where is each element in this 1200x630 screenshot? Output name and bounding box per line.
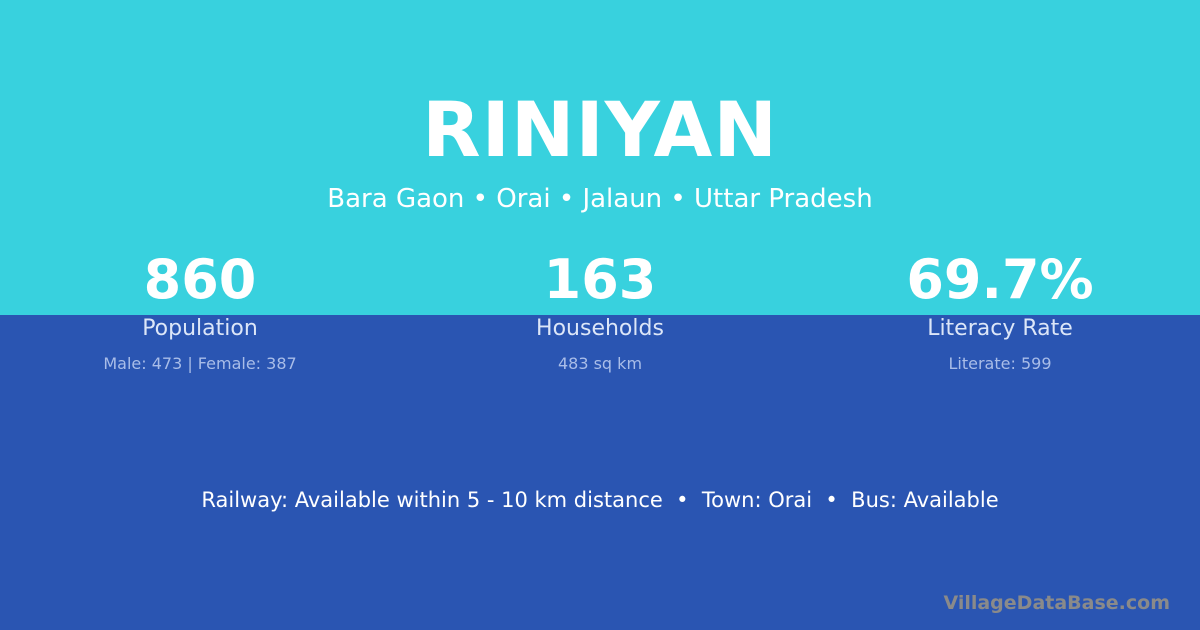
bottom-band	[0, 315, 1200, 630]
stat-label: Population	[142, 316, 258, 341]
stat-value: 860	[143, 248, 257, 311]
village-title: RINIYAN	[422, 85, 778, 174]
stat-value: 69.7%	[906, 248, 1094, 311]
stat-label: Literacy Rate	[927, 316, 1073, 341]
stat-detail: Literate: 599	[948, 354, 1052, 373]
stat-value: 163	[543, 248, 657, 311]
stat-detail: 483 sq km	[557, 354, 643, 373]
stat-label: Households	[536, 316, 664, 341]
top-band	[0, 0, 1200, 315]
location-breadcrumb: Bara Gaon • Orai • Jalaun • Uttar Prades…	[327, 184, 873, 214]
amenities-line: Railway: Available within 5 - 10 km dist…	[201, 488, 999, 512]
watermark: VillageDataBase.com	[943, 592, 1170, 614]
stat-detail: Male: 473 | Female: 387	[103, 354, 297, 373]
